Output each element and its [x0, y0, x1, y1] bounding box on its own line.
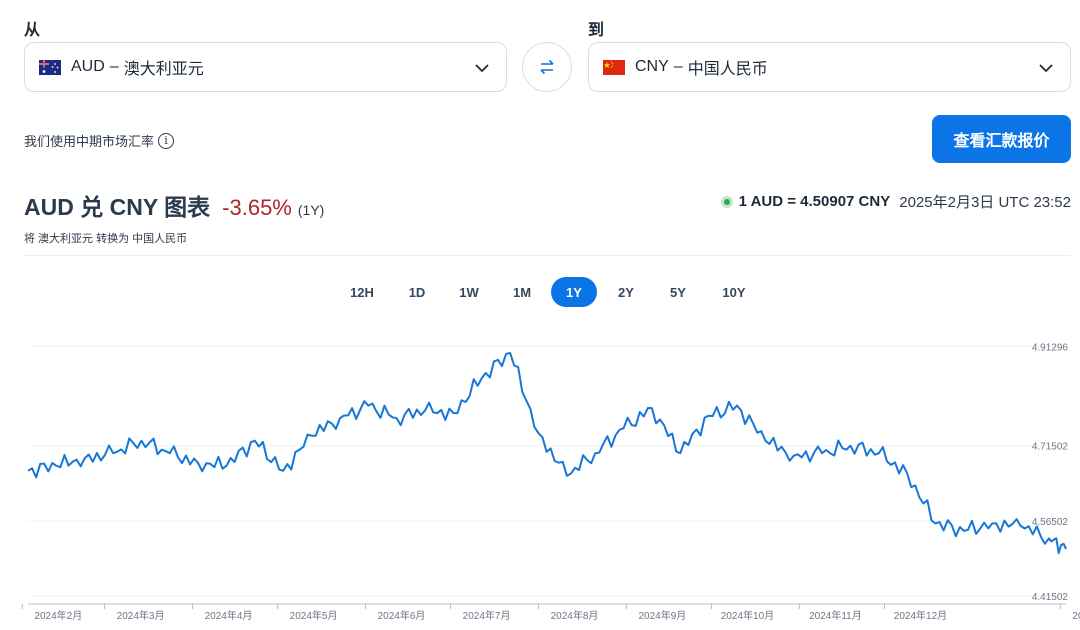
tab-1d[interactable]: 1D [408, 284, 426, 300]
from-currency-select[interactable]: AUD – 澳大利亚元 [24, 42, 507, 92]
divider [24, 255, 1071, 256]
y-tick-label: 4.71502 [1032, 442, 1069, 453]
x-tick-label: 2024年2月 [34, 609, 82, 622]
x-tick-label: 2024年7月 [463, 609, 511, 622]
get-transfer-quote-button[interactable]: 查看汇款报价 [932, 115, 1071, 163]
y-tick-label: 4.56502 [1032, 517, 1069, 528]
y-tick-label: 4.41502 [1032, 592, 1069, 603]
y-tick-label: 4.91296 [1032, 343, 1069, 354]
chevron-down-icon [475, 64, 489, 73]
rate-value: 1 AUD = 4.50907 CNY [738, 193, 891, 210]
x-tick-label: 2024年10月 [721, 609, 774, 622]
chart-header: AUD 兑 CNY 图表 -3.65% (1Y) [24, 188, 324, 222]
x-tick-label: 2024年4月 [205, 609, 253, 622]
midmarket-rate-note: 我们使用中期市场汇率 i [24, 131, 175, 150]
tab-1m[interactable]: 1M [512, 284, 532, 300]
to-separator: – [673, 58, 683, 75]
x-tick-label: 2024年3月 [117, 609, 165, 622]
rate-timestamp: 2025年2月3日 UTC 23:52 [899, 194, 1071, 211]
conversion-subline: 将 澳大利亚元 转换为 中国人民币 [24, 233, 188, 245]
tab-1y[interactable]: 1Y [551, 277, 597, 307]
rate-chart[interactable]: 4.91296 4.71502 4.56502 4.41502 2024年2月 2024年… [0, 320, 1080, 630]
tab-10y[interactable]: 10Y [722, 284, 746, 300]
percent-change: -3.65% [222, 195, 292, 220]
x-tick-label: 2024年6月 [378, 609, 426, 622]
tab-5y[interactable]: 5Y [670, 284, 686, 300]
to-currency-select[interactable]: CNY – 中国人民币 [588, 42, 1071, 92]
x-tick-label: 2024年11月 [809, 609, 862, 622]
change-period: (1Y) [297, 202, 325, 218]
tab-12h[interactable]: 12H [350, 284, 374, 300]
swap-arrows-icon [540, 59, 554, 75]
australia-flag-icon [39, 59, 61, 75]
series-line [27, 352, 1067, 555]
midmarket-text: 我们使用中期市场汇率 [24, 134, 155, 149]
china-flag-icon [603, 59, 625, 75]
chart-title: AUD 兑 CNY 图表 [24, 194, 211, 220]
to-label: 到 [588, 22, 605, 39]
tab-2y[interactable]: 2Y [618, 284, 634, 300]
to-currency-name: 中国人民币 [687, 61, 768, 78]
from-currency-name: 澳大利亚元 [123, 61, 204, 78]
live-indicator-icon [720, 195, 733, 208]
to-currency-code: CNY [635, 58, 669, 75]
from-currency-code: AUD [71, 58, 105, 75]
x-tick-label: 2024年5月 [290, 609, 338, 622]
from-separator: – [109, 58, 119, 75]
tab-1w[interactable]: 1W [459, 284, 479, 300]
chevron-down-icon [1039, 64, 1053, 73]
x-tick-label: 2025年2月 [1072, 609, 1080, 622]
current-rate: 1 AUD = 4.50907 CNY 2025年2月3日 UTC 23:52 [720, 191, 1071, 212]
from-label: 从 [24, 22, 41, 39]
info-icon[interactable]: i [158, 132, 175, 149]
x-tick-label: 2024年9月 [639, 609, 687, 622]
swap-currencies-button[interactable] [522, 42, 572, 92]
x-tick-label: 2024年12月 [894, 609, 947, 622]
x-tick-label: 2024年8月 [551, 609, 599, 622]
period-tabs: 12H 1D 1W 1M 1Y 2Y 5Y 10Y [0, 277, 1080, 307]
